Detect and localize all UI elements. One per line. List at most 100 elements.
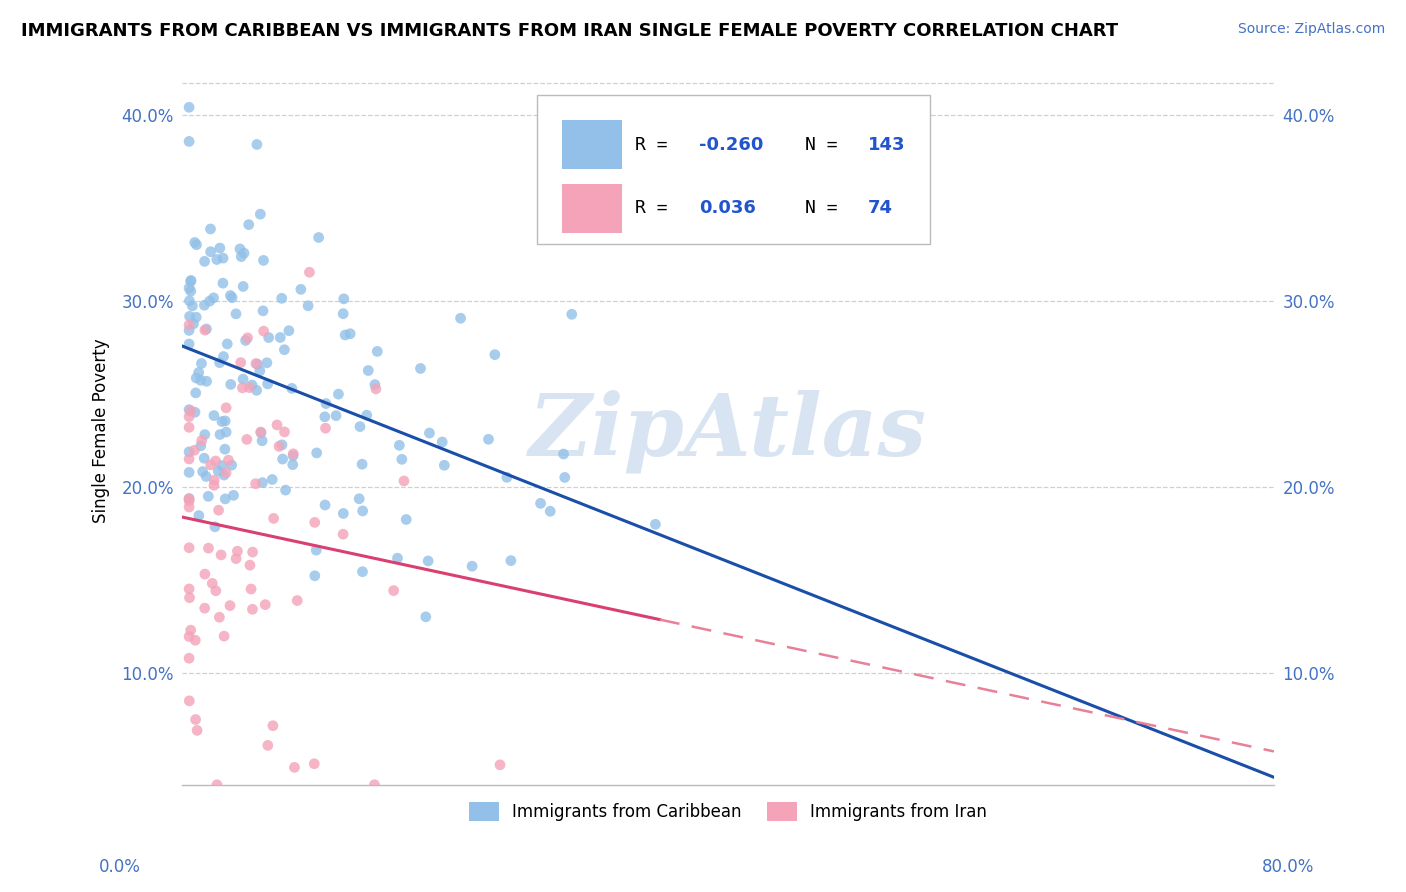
Point [217,453,239,467]
Point [179,310,201,324]
Point [418,426,440,441]
Point [212,468,235,483]
Point [245,476,267,491]
Point [538,504,561,518]
FancyBboxPatch shape [562,184,623,233]
Point [232,279,254,293]
Point [201,576,224,591]
Point [180,274,202,288]
Text: IMMIGRANTS FROM CARIBBEAN VS IMMIGRANTS FROM IRAN SINGLE FEMALE POVERTY CORRELAT: IMMIGRANTS FROM CARIBBEAN VS IMMIGRANTS … [21,22,1118,40]
Point [183,443,205,458]
Point [197,489,219,503]
Point [205,778,228,792]
Point [277,324,299,338]
Point [184,633,207,648]
Point [194,427,217,442]
Legend: Immigrants from Caribbean, Immigrants from Iran: Immigrants from Caribbean, Immigrants fr… [461,794,995,830]
Point [304,568,326,582]
Point [179,694,201,708]
Point [179,293,201,308]
Point [208,241,231,255]
Point [219,599,242,613]
Point [450,311,472,326]
Point [644,517,666,532]
Point [177,452,200,467]
Point [190,439,212,453]
Point [214,414,236,428]
Point [477,432,499,446]
Point [177,445,200,459]
Point [271,452,294,467]
Point [409,361,432,376]
Point [281,381,304,395]
Point [186,371,208,385]
Point [325,409,347,423]
Point [177,409,200,424]
Point [332,307,354,321]
Point [219,377,242,392]
Point [211,415,233,429]
Point [208,610,231,624]
Point [499,553,522,567]
Point [266,417,288,432]
Point [333,292,356,306]
Point [391,452,413,467]
Point [177,135,200,149]
Point [212,629,235,643]
Point [315,421,337,435]
Point [215,401,238,415]
Point [194,323,217,337]
Point [332,507,354,521]
Point [308,230,330,244]
Point [225,307,247,321]
Point [195,469,218,483]
Point [489,757,512,772]
Point [273,343,295,357]
Point [267,439,290,453]
Point [221,458,243,472]
Point [256,739,278,753]
Point [395,512,418,526]
Point [249,425,271,439]
Point [222,488,245,502]
Point [252,253,274,268]
Point [269,330,291,344]
Point [235,334,257,348]
Point [262,719,284,733]
Point [177,493,200,508]
Point [484,348,506,362]
Point [283,447,305,461]
Point [273,425,295,439]
Point [211,458,233,473]
Point [177,500,200,514]
Point [233,246,256,260]
Point [217,337,239,351]
Point [177,651,200,665]
Point [388,438,411,452]
Point [252,303,274,318]
Point [190,434,212,448]
Point [186,723,208,738]
Point [186,310,208,325]
Point [240,582,263,596]
Point [298,265,321,279]
Point [314,409,336,424]
Point [200,222,222,236]
Point [335,328,357,343]
Point [202,478,225,492]
Text: R =: R = [636,136,679,153]
Point [364,382,387,396]
Point [212,251,235,265]
FancyBboxPatch shape [562,120,623,169]
Point [328,387,350,401]
Point [352,457,374,471]
Point [270,291,292,305]
Point [304,756,326,771]
Point [315,396,337,410]
Text: 74: 74 [868,199,893,218]
Point [191,465,214,479]
Point [231,250,253,264]
Point [256,376,278,391]
Point [253,324,276,338]
Point [195,322,218,336]
